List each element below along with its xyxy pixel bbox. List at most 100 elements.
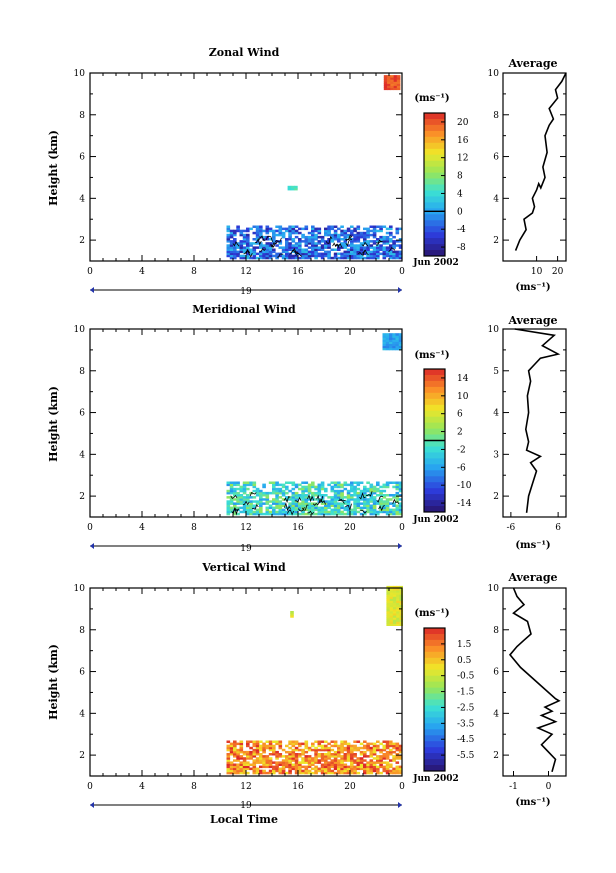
- heatmap-cell: [369, 233, 374, 237]
- heatmap-cell: [392, 345, 396, 349]
- heatmap-cell: [285, 248, 289, 251]
- average-title: Average: [507, 314, 557, 327]
- heatmap-cell: [395, 771, 400, 775]
- heatmap-cell: [379, 763, 383, 766]
- heatmap-cell: [396, 81, 401, 84]
- heatmap-cell: [249, 256, 253, 260]
- heatmap-cell: [350, 753, 354, 756]
- heatmap-cell: [398, 347, 403, 351]
- heatmap-cell: [281, 483, 286, 487]
- heatmap-cell: [294, 244, 299, 247]
- heatmap-cell: [396, 619, 400, 622]
- heatmap-cell: [246, 771, 250, 775]
- heatmap-cell: [356, 240, 361, 243]
- heatmap-cell: [291, 250, 296, 254]
- heatmap-cell: [385, 341, 390, 344]
- heatmap-cell: [324, 500, 328, 503]
- heatmap-cell: [350, 771, 354, 775]
- heatmap-cell: [272, 485, 276, 489]
- heatmap-cell: [311, 506, 315, 510]
- heatmap-cell: [350, 510, 354, 514]
- heatmap-cell: [395, 341, 400, 344]
- heatmap-cell: [366, 489, 370, 493]
- heatmap-cell: [330, 225, 335, 228]
- heatmap-cell: [327, 500, 331, 503]
- heatmap-cell: [392, 602, 397, 606]
- heatmap-cell: [337, 498, 341, 501]
- heatmap-cell: [366, 744, 370, 748]
- heatmap-cell: [268, 229, 273, 233]
- heatmap-cell: [265, 242, 270, 245]
- contour-line: [388, 247, 396, 253]
- heatmap-cell: [275, 750, 279, 754]
- heatmap-cell: [236, 494, 240, 497]
- heatmap-cell: [343, 767, 348, 771]
- heatmap-cell: [324, 242, 328, 245]
- heatmap-cell: [330, 489, 335, 493]
- heatmap-cell: [291, 225, 296, 228]
- colorbar-tick-label: -8: [457, 243, 466, 253]
- heatmap-cell: [346, 227, 351, 231]
- heatmap-cell: [246, 508, 250, 512]
- heatmap-cell: [372, 512, 377, 516]
- heatmap-cell: [379, 510, 383, 514]
- heatmap-cell: [389, 740, 393, 743]
- heatmap-cell: [350, 250, 354, 254]
- heatmap-cell: [383, 75, 388, 78]
- heatmap-cell: [398, 494, 403, 497]
- heatmap-cell: [395, 335, 400, 338]
- heatmap-cell: [389, 769, 393, 773]
- heatmap-cell: [399, 621, 403, 624]
- heatmap-cell: [398, 246, 403, 249]
- heatmap-cell: [290, 613, 294, 616]
- heatmap-cell: [285, 765, 289, 769]
- heatmap-cell: [268, 771, 273, 775]
- contour-line: [376, 495, 384, 503]
- heatmap-cell: [398, 341, 403, 344]
- heatmap-cell: [278, 506, 283, 510]
- heatmap-cell: [304, 256, 309, 260]
- heatmap-cell: [291, 494, 296, 497]
- heatmap-cell: [239, 510, 244, 514]
- heatmap-cell: [265, 244, 270, 247]
- heatmap-cell: [385, 498, 390, 501]
- heatmap-cell: [285, 496, 289, 499]
- heatmap-cell: [259, 254, 263, 258]
- heatmap-cell: [288, 757, 292, 760]
- heatmap-cell: [259, 744, 263, 748]
- heatmap-cell: [398, 757, 403, 760]
- heatmap-cell: [288, 246, 292, 249]
- heatmap-cell: [288, 225, 292, 228]
- heatmap-cell: [290, 185, 295, 189]
- heatmap-cell: [317, 494, 322, 497]
- heatmap-cell: [382, 335, 387, 338]
- heatmap-cell: [291, 483, 296, 487]
- heatmap-cell: [337, 771, 341, 775]
- heatmap-cell: [396, 83, 401, 86]
- heatmap-cell: [340, 750, 344, 754]
- colorbar-segment: [424, 464, 445, 471]
- heatmap-cell: [301, 254, 305, 258]
- heatmap-cell: [285, 256, 289, 260]
- heatmap-cell: [340, 498, 344, 501]
- heatmap-cell: [398, 504, 403, 507]
- heatmap-cell: [298, 761, 302, 764]
- heatmap-cell: [252, 483, 257, 487]
- heatmap-cell: [246, 483, 250, 487]
- heatmap-cell: [392, 590, 397, 593]
- heatmap-cell: [249, 767, 253, 771]
- heatmap-cell: [337, 248, 341, 251]
- heatmap-cell: [314, 238, 318, 241]
- heatmap-cell: [392, 594, 397, 597]
- colorbar-tick-label: -2: [457, 445, 466, 455]
- average-x-tick-label: -6: [506, 523, 515, 533]
- heatmap-cell: [233, 252, 237, 256]
- heatmap-cell: [249, 483, 253, 487]
- x-tick-label: 0: [87, 782, 93, 792]
- heatmap-cell: [311, 763, 315, 766]
- heatmap-cell: [242, 759, 247, 762]
- zonal-wind-panel: Zonal Wind Height (km) (ms⁻¹) Average (m…: [47, 46, 558, 297]
- heatmap-cell: [268, 761, 273, 764]
- heatmap-cell: [379, 225, 383, 228]
- heatmap-cell: [337, 252, 341, 256]
